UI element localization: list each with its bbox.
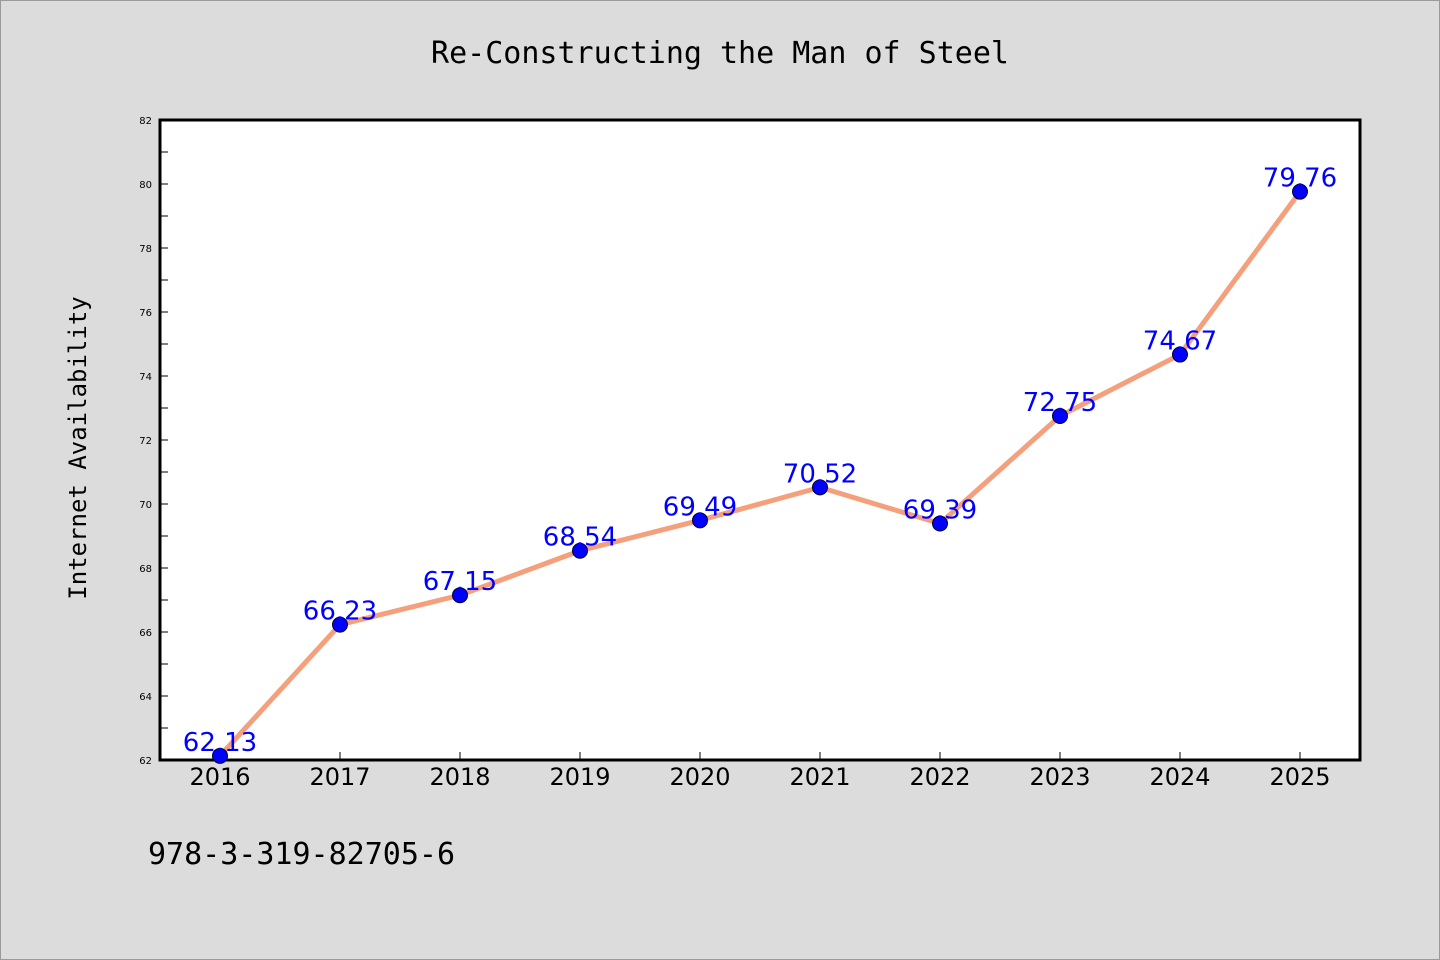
x-tick-label: 2024: [1149, 763, 1210, 791]
data-label: 67.15: [423, 567, 497, 597]
y-tick-label: 76: [139, 308, 152, 319]
data-label: 69.49: [663, 492, 737, 522]
data-markers: [212, 183, 1308, 764]
series-line: [217, 189, 1303, 759]
data-label: 66.23: [303, 597, 377, 627]
x-tick-label: 2017: [309, 763, 370, 791]
y-axis: 62 64 66 68 70 72 74 76 78 80 82: [139, 116, 168, 767]
data-point: [932, 515, 948, 532]
y-tick-label: 68: [139, 564, 152, 575]
data-point: [452, 587, 468, 604]
data-point: [1172, 346, 1188, 363]
y-tick-label: 62: [139, 756, 152, 767]
x-tick-label: 2021: [789, 763, 850, 791]
y-tick-label: 78: [139, 244, 152, 255]
y-tick-label: 66: [139, 628, 152, 639]
data-point: [1052, 408, 1068, 424]
data-label: 72.75: [1023, 388, 1097, 418]
plot-area: [158, 118, 1362, 762]
y-tick-label: 74: [139, 372, 152, 383]
x-axis: 2016 2017 2018 2019 2020 2021 2022 2023 2024 2025: [189, 752, 1331, 791]
data-point: [692, 512, 708, 529]
data-label: 62.13: [183, 728, 257, 758]
y-tick-label: 72: [139, 436, 152, 447]
x-tick-label: 2020: [669, 763, 730, 791]
x-tick-label: 2022: [909, 763, 970, 791]
x-tick-label: 2016: [189, 763, 250, 791]
series-line-group: [217, 189, 1303, 759]
x-tick-label: 2023: [1029, 763, 1090, 791]
data-point: [332, 616, 348, 633]
x-tick-label: 2019: [549, 763, 610, 791]
data-point: [572, 542, 588, 559]
y-axis-label: Internet Availability: [64, 296, 92, 599]
x-tick-label: 2018: [429, 763, 490, 791]
data-label: 69.39: [903, 496, 977, 526]
data-point: [212, 747, 228, 764]
x-tick-label: 2025: [1269, 763, 1330, 791]
footer-isbn: 978-3-319-82705-6: [148, 837, 455, 872]
y-tick-label: 80: [139, 180, 152, 191]
data-point: [1292, 183, 1308, 200]
y-tick-label: 82: [139, 116, 152, 127]
y-tick-label: 70: [139, 500, 152, 511]
chart-title: Re-Constructing the Man of Steel: [431, 36, 1009, 71]
data-labels: 62.13 66.23 67.15 68.54 69.49 70.52 69.39 72.75…: [183, 164, 1337, 758]
y-tick-label: 64: [139, 692, 152, 703]
data-label: 68.54: [543, 523, 617, 553]
data-label: 70.52: [783, 459, 857, 489]
data-label: 79.76: [1263, 164, 1337, 194]
data-label: 74.67: [1143, 327, 1217, 357]
data-point: [812, 479, 828, 496]
